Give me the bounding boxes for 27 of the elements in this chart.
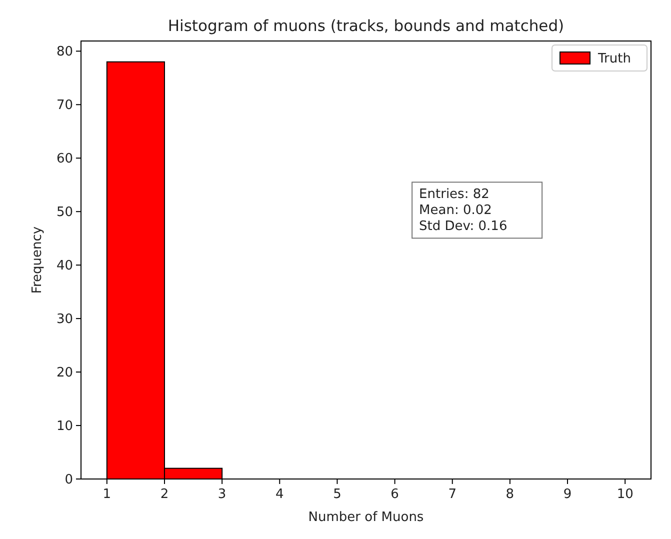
y-tick-label: 20 [56, 366, 73, 381]
x-tick-label: 5 [333, 487, 342, 502]
x-tick-label: 3 [218, 487, 226, 502]
stats-text-box: Entries: 82 Mean: 0.02 Std Dev: 0.16 [412, 182, 543, 239]
y-axis-title: Frequency [30, 226, 45, 294]
x-tick-label: 2 [160, 487, 169, 502]
annotation: Std Dev: 0.16 [419, 219, 508, 234]
annotation: Mean: 0.02 [419, 203, 492, 218]
y-tick-label: 50 [56, 205, 73, 220]
y-tick-label: 40 [56, 258, 73, 274]
x-axis-title: Number of Muons [308, 510, 424, 525]
y-tick-label: 80 [56, 44, 73, 60]
x-tick-label: 6 [390, 487, 399, 502]
x-tick-label: 1 [102, 487, 112, 502]
chart-title: Histogram of muons (tracks, bounds and matched) [168, 17, 564, 35]
y-tick-label: 0 [64, 472, 73, 488]
y-tick-label: 70 [56, 98, 73, 114]
x-tick-label: 9 [563, 487, 572, 502]
x-tick-label: 8 [506, 487, 514, 502]
x-tick-label: 4 [275, 487, 284, 502]
y-tick-label: 60 [56, 152, 73, 167]
x-tick-label: 10 [616, 487, 634, 502]
x-tick-label: 7 [448, 487, 457, 502]
y-tick-label: 10 [56, 419, 73, 434]
legend-label: Truth [597, 52, 631, 67]
y-tick-label: 30 [56, 312, 73, 328]
annotation: Entries: 82 [419, 187, 490, 202]
